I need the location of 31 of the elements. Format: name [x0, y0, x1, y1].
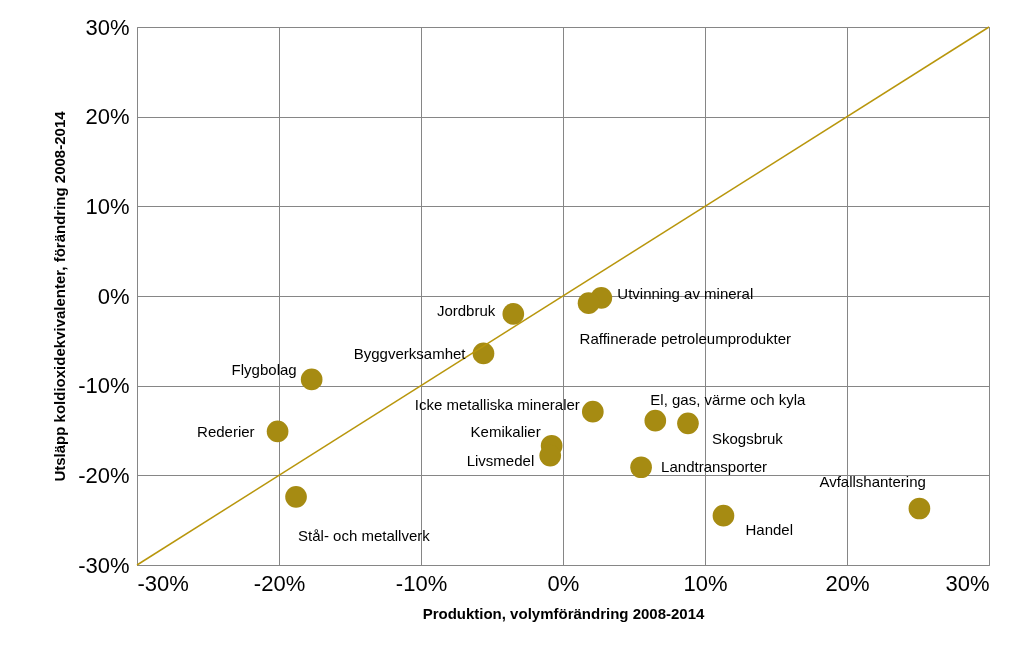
annotation: Avfallshantering: [819, 472, 926, 490]
annotation: Kemikalier: [470, 422, 541, 440]
y-tick-label: 30%: [85, 14, 130, 40]
annotation: El, gas, värme och kyla: [650, 390, 807, 408]
annotation: Icke metalliska mineraler: [414, 395, 580, 413]
annotation: Rederier: [197, 423, 255, 441]
x-tick-label: 20%: [825, 570, 870, 596]
y-tick-label: -30%: [78, 552, 130, 578]
annotation: Flygbolag: [231, 361, 297, 379]
annotation: Handel: [745, 520, 794, 538]
x-axis-title: Produktion, volymförändring 2008-2014: [422, 604, 706, 622]
x-tick-label: 30%: [945, 570, 990, 596]
x-tick-label: -30%: [137, 570, 189, 596]
annotation: Utvinning av mineral: [617, 284, 754, 302]
x-tick-label: -20%: [253, 570, 306, 596]
y-tick-label: 0%: [97, 283, 130, 309]
x-tick-label: -10%: [395, 570, 448, 596]
annotation: Landtransporter: [661, 458, 768, 476]
y-tick-label: -10%: [78, 373, 130, 399]
x-tick-label: 10%: [683, 570, 728, 596]
y-tick-label: -20%: [78, 462, 130, 488]
annotation: Skogsbruk: [711, 430, 784, 448]
annotation: Livsmedel: [466, 451, 535, 469]
y-axis-title: Utsläpp koldioxidekvivalenter, förändring 2008-2014: [51, 110, 69, 482]
annotation: Jordbruk: [436, 301, 496, 319]
annotation: Stål- och metallverk: [298, 526, 431, 544]
x-tick-label: 0%: [547, 570, 580, 596]
y-tick-label: 10%: [85, 193, 130, 219]
annotation: Byggverksamhet: [353, 345, 467, 363]
annotation: Raffinerade petroleumprodukter: [579, 330, 792, 348]
y-tick-label: 20%: [85, 104, 130, 130]
